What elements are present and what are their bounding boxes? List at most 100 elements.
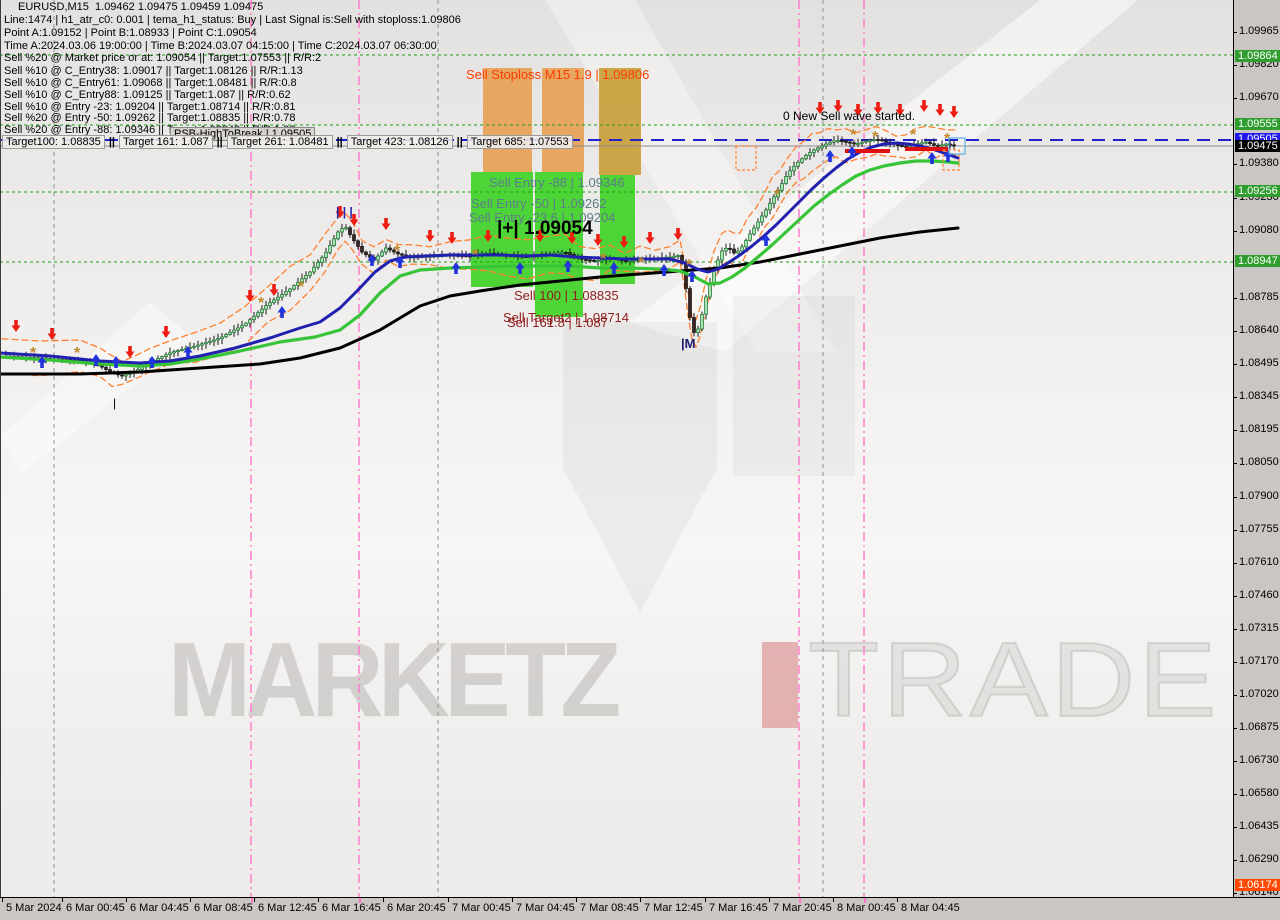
price-label: 1.08785: [1239, 291, 1279, 303]
sell-arrow-icon: [425, 230, 435, 242]
session-tick: [799, 898, 801, 903]
price-label-highlighted: 1.09256: [1235, 185, 1280, 197]
watermark-red-bar: [762, 642, 799, 728]
buy-arrow-icon: [147, 356, 157, 368]
time-label: 7 Mar 04:45: [516, 902, 575, 914]
price-label: 1.07020: [1239, 688, 1279, 700]
sell-arrow-icon: [919, 100, 929, 112]
time-tick: [769, 898, 770, 902]
price-tick: [1234, 98, 1237, 99]
time-tick: [383, 898, 384, 902]
sell-arrow-icon: [873, 102, 883, 114]
sell-arrow-icon: [895, 104, 905, 116]
star-marker-icon: *: [638, 255, 645, 272]
price-tick: [1234, 364, 1237, 365]
buy-arrow-icon: [367, 254, 377, 266]
watermark-trade: TRADE: [807, 621, 1220, 740]
price-tick: [1234, 662, 1237, 663]
sell-arrow-icon: [161, 326, 171, 338]
price-label-highlighted: 1.09475: [1235, 140, 1280, 152]
time-label: 8 Mar 00:45: [837, 902, 896, 914]
buy-arrow-icon: [277, 306, 287, 318]
buy-arrow-icon: [91, 354, 101, 366]
price-label-highlighted: 1.06174: [1235, 879, 1280, 891]
session-tick: [864, 898, 866, 903]
price-label-highlighted: 1.09555: [1235, 118, 1280, 130]
sell-arrow-icon: [935, 104, 945, 116]
price-label: 1.06435: [1239, 820, 1279, 832]
time-tick: [126, 898, 127, 902]
price-label: 1.09965: [1239, 25, 1279, 37]
time-tick: [897, 898, 898, 902]
session-tick: [359, 898, 361, 903]
sell-arrow-icon: [645, 232, 655, 244]
star-marker-icon: *: [74, 345, 81, 362]
price-tick: [1234, 497, 1237, 498]
price-label: 1.08345: [1239, 390, 1279, 402]
price-label: 1.06875: [1239, 721, 1279, 733]
background-logo-shape: [563, 322, 717, 612]
sell-arrow-icon: [47, 328, 57, 340]
sell-arrow-icon: [593, 234, 603, 246]
time-axis[interactable]: 5 Mar 2024 6 Mar 00:45 6 Mar 04:45 6 Mar 08…: [0, 897, 1280, 920]
time-tick: [254, 898, 255, 902]
time-label: 7 Mar 08:45: [580, 902, 639, 914]
time-label: 6 Mar 20:45: [387, 902, 446, 914]
price-tick: [1234, 728, 1237, 729]
price-tick: [1234, 530, 1237, 531]
price-tick: [1234, 629, 1237, 630]
price-axis[interactable]: 1.09965 1.09820 1.09670 1.09380 1.09230 1.090…: [1233, 0, 1280, 898]
star-marker-icon: *: [258, 295, 265, 312]
price-label: 1.06290: [1239, 853, 1279, 865]
sell-arrow-icon: [381, 218, 391, 230]
time-tick: [190, 898, 191, 902]
price-label: 1.08495: [1239, 357, 1279, 369]
buy-arrow-icon: [111, 356, 121, 368]
time-tick: [512, 898, 513, 902]
time-tick: [705, 898, 706, 902]
buy-arrow-icon: [451, 262, 461, 274]
buy-arrow-icon: [825, 150, 835, 162]
star-marker-icon: *: [600, 251, 607, 268]
price-label-highlighted: 1.08947: [1235, 255, 1280, 267]
price-label: 1.07460: [1239, 589, 1279, 601]
price-tick: [1234, 893, 1237, 894]
price-label: 1.09380: [1239, 157, 1279, 169]
star-marker-icon: *: [30, 345, 37, 362]
price-tick: [1234, 463, 1237, 464]
price-tick: [1234, 397, 1237, 398]
price-tick: [1234, 794, 1237, 795]
buy-arrow-icon: [687, 270, 697, 282]
star-marker-icon: *: [686, 257, 693, 274]
star-marker-icon: *: [910, 127, 917, 144]
price-tick: [1234, 761, 1237, 762]
price-label: 1.07315: [1239, 622, 1279, 634]
sell-arrow-icon: [853, 104, 863, 116]
time-label: 5 Mar 2024: [6, 902, 62, 914]
sell-arrow-icon: [815, 102, 825, 114]
price-label: 1.08195: [1239, 423, 1279, 435]
price-tick: [1234, 331, 1237, 332]
sell-arrow-icon: [245, 290, 255, 302]
time-tick: [2, 898, 3, 902]
price-label: 1.06580: [1239, 787, 1279, 799]
price-label: 1.07170: [1239, 655, 1279, 667]
star-marker-icon: *: [944, 131, 951, 148]
time-tick: [640, 898, 641, 902]
buy-arrow-icon: [659, 264, 669, 276]
price-label: 1.08050: [1239, 456, 1279, 468]
time-label: 6 Mar 16:45: [322, 902, 381, 914]
price-label: 1.07610: [1239, 556, 1279, 568]
buy-arrow-icon: [609, 262, 619, 274]
sell-arrow-icon: [535, 230, 545, 242]
stoploss-zone-3: [599, 68, 641, 175]
price-label: 1.09080: [1239, 224, 1279, 236]
price-label-highlighted: 1.09864: [1235, 50, 1280, 62]
buy-arrow-icon: [37, 356, 47, 368]
price-tick: [1234, 164, 1237, 165]
entry-to-target: [600, 175, 635, 284]
time-label: 6 Mar 08:45: [194, 902, 253, 914]
sell-arrow-icon: [619, 236, 629, 248]
session-tick: [251, 898, 253, 903]
